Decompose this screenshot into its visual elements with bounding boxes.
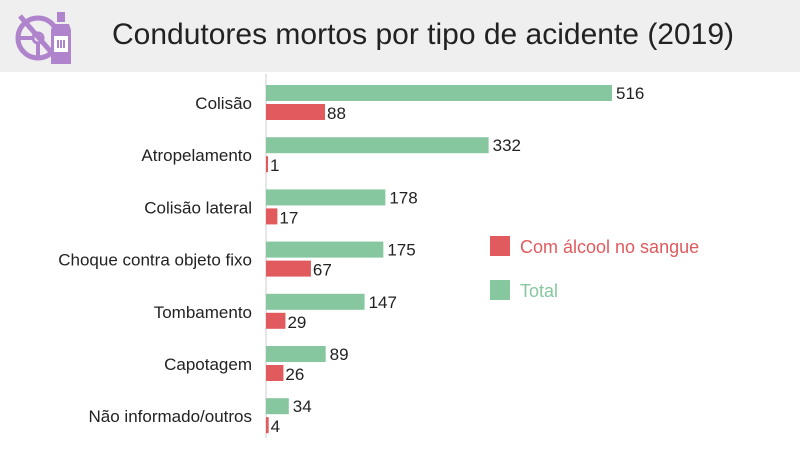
steering-wheel-bottle-icon bbox=[15, 12, 71, 64]
bar-alcohol bbox=[266, 365, 284, 381]
data-label-alcohol: 67 bbox=[313, 261, 332, 280]
bar-alcohol bbox=[266, 312, 286, 329]
legend-total-swatch bbox=[490, 280, 510, 300]
data-label-total: 516 bbox=[616, 84, 644, 103]
bar-total bbox=[266, 189, 386, 206]
category-label: Não informado/outros bbox=[89, 407, 252, 426]
data-label-total: 89 bbox=[330, 345, 349, 364]
bar-total bbox=[266, 398, 289, 415]
data-label-alcohol: 1 bbox=[270, 156, 279, 175]
bar-alcohol bbox=[266, 417, 269, 434]
data-label-total: 178 bbox=[389, 188, 417, 207]
data-label-alcohol: 29 bbox=[287, 313, 306, 332]
legend-total-label: Total bbox=[520, 281, 558, 301]
category-label: Choque contra objeto fixo bbox=[58, 251, 252, 270]
chart-title: Condutores mortos por tipo de acidente (… bbox=[112, 18, 735, 51]
category-label: Capotagem bbox=[164, 355, 252, 374]
category-label: Colisão lateral bbox=[144, 198, 252, 217]
data-label-total: 175 bbox=[387, 241, 415, 260]
bar-total bbox=[266, 293, 365, 310]
data-label-total: 34 bbox=[293, 397, 312, 416]
legend-alcohol-label: Com álcool no sangue bbox=[520, 237, 699, 257]
bar-total bbox=[266, 137, 489, 154]
data-label-total: 332 bbox=[493, 136, 521, 155]
bar-alcohol bbox=[266, 260, 311, 277]
bar-total bbox=[266, 85, 612, 101]
bar-total bbox=[266, 346, 326, 362]
bar-total bbox=[266, 241, 384, 258]
bar-alcohol bbox=[266, 156, 268, 173]
legend-alcohol-swatch bbox=[490, 236, 510, 256]
bar-alcohol bbox=[266, 104, 326, 120]
category-label: Tombamento bbox=[154, 303, 252, 322]
chart-header: Condutores mortos por tipo de acidente (… bbox=[0, 0, 800, 72]
bar-alcohol bbox=[266, 208, 278, 225]
data-label-total: 147 bbox=[369, 293, 397, 312]
data-label-alcohol: 88 bbox=[327, 104, 346, 123]
data-label-alcohol: 4 bbox=[271, 417, 280, 436]
category-label: Colisão bbox=[195, 94, 252, 113]
data-label-alcohol: 26 bbox=[285, 365, 304, 384]
data-label-alcohol: 17 bbox=[279, 208, 298, 227]
category-label: Atropelamento bbox=[141, 146, 252, 165]
